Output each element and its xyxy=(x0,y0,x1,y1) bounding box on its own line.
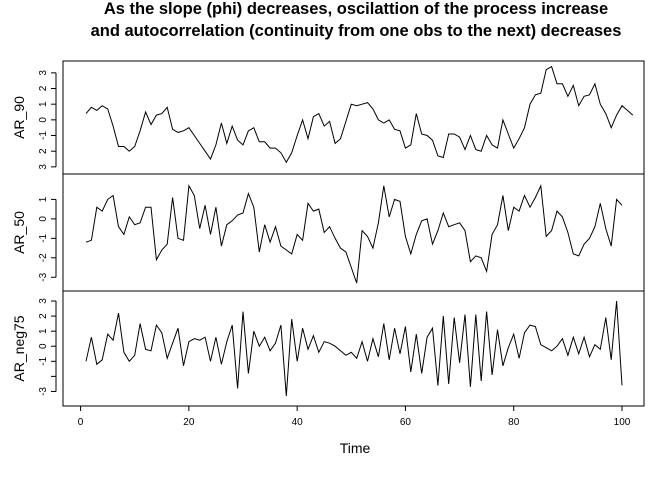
y-tick-label-AR_90-2: -1 xyxy=(38,131,49,140)
y-tick-label-AR_50-0: -3 xyxy=(38,272,49,281)
panel-label-AR_50: AR_50 xyxy=(11,211,27,254)
x-tick-label-4: 80 xyxy=(508,417,520,428)
y-tick-label-AR_50-1: -2 xyxy=(38,253,49,262)
series-line-AR_90 xyxy=(85,65,634,164)
plot-area: 3 2 -1 0 1 2 3 AR_90 -3 -2 -1 0 1 AR_50 -3 -1 0 1 2 3 AR_neg… xyxy=(11,60,645,428)
chart-title-line-1: As the slope (phi) decreases, oscilattio… xyxy=(104,0,608,18)
y-tick-label-AR_50-3: 0 xyxy=(38,216,49,222)
y-tick-label-AR_neg75-4: 1 xyxy=(38,328,49,334)
x-tick-label-2: 40 xyxy=(292,417,304,428)
x-tick-label-0: 0 xyxy=(78,417,84,428)
y-tick-label-AR_90-6: 3 xyxy=(38,70,49,76)
y-tick-label-AR_90-3: 0 xyxy=(38,117,49,123)
panel-frame-AR_neg75 xyxy=(62,290,645,407)
series-line-AR_50 xyxy=(85,183,623,284)
x-tick-label-5: 100 xyxy=(614,417,631,428)
y-tick-label-AR_50-4: 1 xyxy=(38,196,49,202)
x-axis-label: Time xyxy=(340,440,371,456)
y-tick-label-AR_neg75-2: -1 xyxy=(38,356,49,365)
y-tick-label-AR_50-2: -1 xyxy=(38,233,49,242)
y-tick-label-AR_90-5: 2 xyxy=(38,85,49,91)
y-tick-label-AR_neg75-6: 3 xyxy=(38,298,49,304)
panel-label-AR_neg75: AR_neg75 xyxy=(11,315,27,381)
series-line-AR_neg75 xyxy=(85,300,623,397)
x-tick-label-1: 20 xyxy=(183,417,195,428)
y-tick-label-AR_neg75-0: -3 xyxy=(38,387,49,396)
chart-title-line-2: and autocorrelation (continuity from one… xyxy=(91,22,622,40)
panel-frame-AR_90 xyxy=(62,60,645,175)
y-tick-label-AR_90-0: 3 xyxy=(38,164,49,170)
y-tick-label-AR_90-1: 2 xyxy=(38,148,49,154)
y-tick-label-AR_90-4: 1 xyxy=(38,101,49,107)
y-tick-label-AR_neg75-3: 0 xyxy=(38,343,49,349)
panel-label-AR_90: AR_90 xyxy=(11,96,27,139)
x-tick-label-3: 60 xyxy=(400,417,412,428)
y-tick-label-AR_neg75-5: 2 xyxy=(38,313,49,319)
